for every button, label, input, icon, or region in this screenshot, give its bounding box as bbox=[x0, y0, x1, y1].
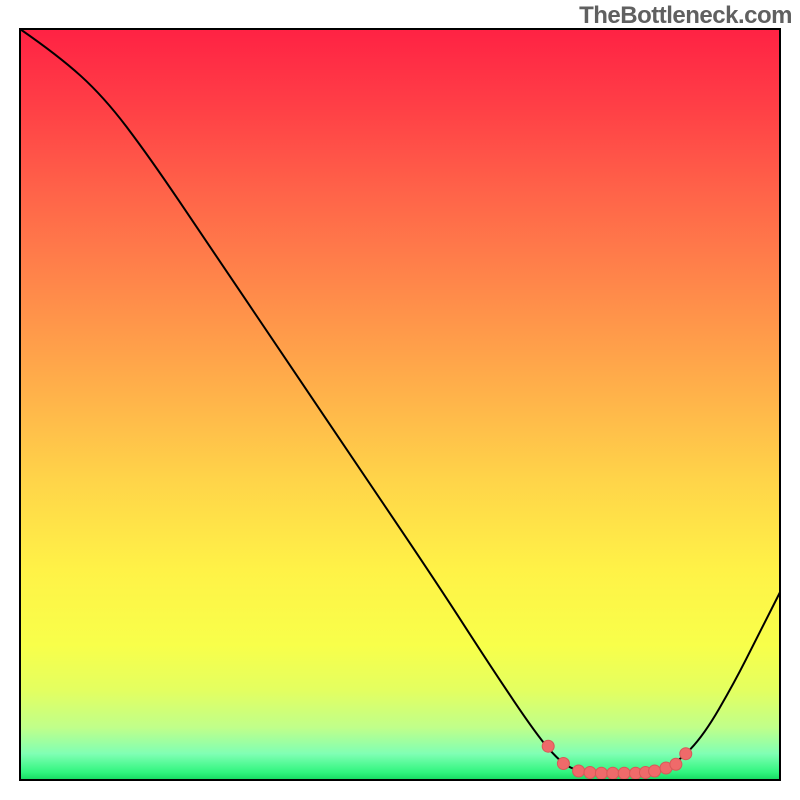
marker-point bbox=[542, 740, 554, 752]
gradient-background bbox=[20, 29, 780, 780]
marker-point bbox=[618, 767, 630, 779]
marker-point bbox=[680, 748, 692, 760]
marker-point bbox=[670, 758, 682, 770]
watermark-text: TheBottleneck.com bbox=[579, 2, 792, 30]
chart-container: TheBottleneck.com bbox=[0, 0, 800, 800]
marker-point bbox=[649, 765, 661, 777]
marker-point bbox=[557, 757, 569, 769]
marker-point bbox=[607, 767, 619, 779]
marker-point bbox=[595, 767, 607, 779]
marker-point bbox=[584, 766, 596, 778]
marker-point bbox=[573, 765, 585, 777]
chart-svg bbox=[0, 0, 800, 800]
